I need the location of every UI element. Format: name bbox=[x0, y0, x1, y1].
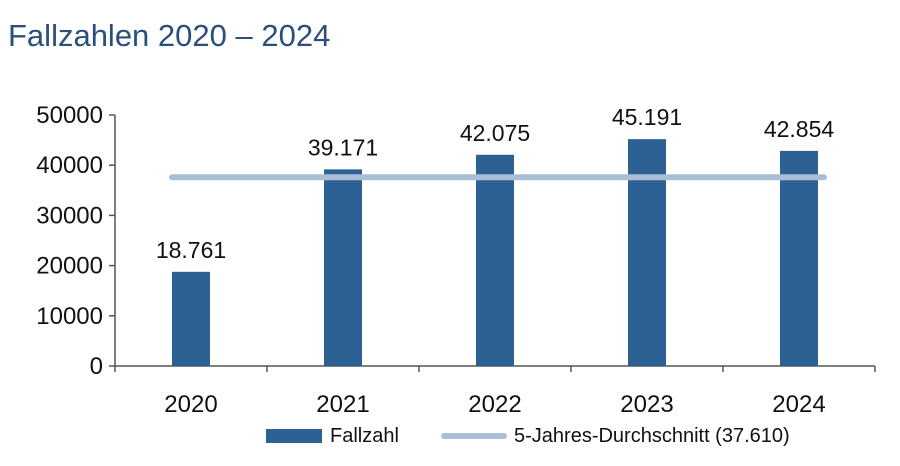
bar-2023 bbox=[628, 139, 666, 366]
x-tick-label-2020: 2020 bbox=[164, 391, 217, 418]
y-tick-label: 50000 bbox=[36, 102, 103, 129]
legend-swatch-fallzahl bbox=[266, 429, 322, 443]
y-tick-label: 10000 bbox=[36, 303, 103, 330]
y-tick-label: 20000 bbox=[36, 253, 103, 280]
data-label-2022: 42.075 bbox=[460, 120, 530, 146]
y-tick-label: 0 bbox=[90, 353, 103, 380]
bar-2022 bbox=[476, 154, 514, 366]
chart-title: Fallzahlen 2020 – 2024 bbox=[8, 18, 331, 53]
legend-label-fallzahl: Fallzahl bbox=[330, 425, 399, 447]
x-tick-label-2024: 2024 bbox=[772, 391, 825, 418]
bar-2020 bbox=[172, 271, 210, 366]
x-tick-label-2022: 2022 bbox=[468, 391, 521, 418]
bar-2024 bbox=[780, 150, 818, 366]
x-tick-label-2023: 2023 bbox=[620, 391, 673, 418]
bar-2021 bbox=[324, 169, 362, 366]
y-tick-label: 40000 bbox=[36, 152, 103, 179]
y-tick-label: 30000 bbox=[36, 202, 103, 229]
data-label-2020: 18.761 bbox=[156, 237, 226, 263]
data-label-2021: 39.171 bbox=[308, 134, 378, 160]
legend-label-average: 5-Jahres-Durchschnitt (37.610) bbox=[514, 425, 790, 447]
data-label-2023: 45.191 bbox=[612, 104, 682, 130]
data-label-2024: 42.854 bbox=[764, 116, 835, 142]
x-tick-label-2021: 2021 bbox=[316, 391, 369, 418]
